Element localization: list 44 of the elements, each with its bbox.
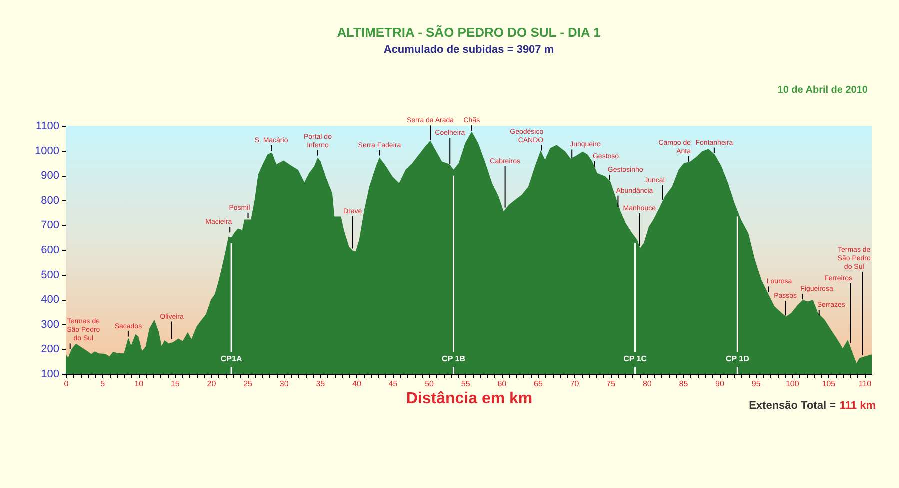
- text: 10 de Abril de 2010: [778, 85, 868, 96]
- x-tick-label: 50: [425, 380, 435, 388]
- x-tick-label: 75: [606, 380, 616, 388]
- x-tick-label: 65: [534, 380, 544, 388]
- x-tick-label: 70: [570, 380, 580, 388]
- y-tick-label: 700: [41, 220, 60, 232]
- x-tick-label: 95: [752, 380, 762, 388]
- y-tick-label: 600: [41, 244, 60, 256]
- y-tick-label: 900: [41, 170, 60, 182]
- y-tick-label: 500: [41, 269, 60, 282]
- x-tick-label: 30: [280, 380, 290, 388]
- x-tick-label: 80: [642, 380, 652, 388]
- x-tick-label: 5: [100, 380, 106, 388]
- y-tick-label: 200: [41, 344, 60, 356]
- ref-line-label: CP 1B: [442, 354, 466, 364]
- x-tick-label: 20: [207, 380, 217, 388]
- ref-line-label: CP 1D: [726, 354, 750, 364]
- x-tick-label: 110: [858, 380, 872, 388]
- ref-line-label: CP1A: [220, 354, 242, 364]
- y-tick-label: 1000: [35, 145, 60, 158]
- y-tick-label: 400: [41, 294, 60, 306]
- x-tick-label: 15: [170, 380, 180, 388]
- x-tick-label: 85: [679, 380, 689, 388]
- x-tick-label: 45: [388, 380, 398, 388]
- text: 111 km: [840, 400, 876, 412]
- chart-subtitle: Acumulado de subidas = 3907 m: [384, 44, 554, 56]
- x-tick-label: 105: [822, 380, 836, 388]
- x-tick-label: 10: [134, 380, 144, 388]
- x-tick-label: 25: [244, 380, 254, 388]
- y-tick-label: 1100: [36, 120, 60, 132]
- x-tick-label: 55: [461, 380, 471, 388]
- y-tick-label: 800: [41, 194, 60, 207]
- ref-line-label: CP 1C: [624, 354, 648, 364]
- x-tick-label: 35: [316, 380, 326, 388]
- x-tick-label: 90: [716, 380, 726, 388]
- x-tick-label: 60: [498, 380, 508, 388]
- text: Extensão Total =: [749, 400, 836, 412]
- y-tick-label: 100: [41, 368, 60, 380]
- x-tick-label: 40: [352, 380, 362, 388]
- y-tick-label: 300: [41, 318, 60, 331]
- x-tick-label: 100: [786, 380, 800, 388]
- chart-title: ALTIMETRIA - SÃO PEDRO DO SUL - DIA 1: [337, 25, 601, 40]
- x-axis-title: Distância em km: [406, 390, 533, 408]
- x-tick-label: 0: [64, 380, 70, 388]
